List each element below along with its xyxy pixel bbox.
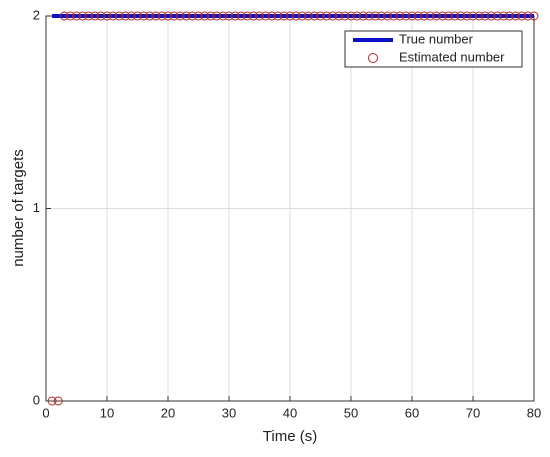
estimate-marker bbox=[218, 11, 228, 21]
estimate-marker bbox=[517, 11, 527, 21]
estimate-marker bbox=[261, 11, 271, 21]
legend-marker bbox=[368, 53, 378, 63]
estimate-marker bbox=[248, 11, 258, 21]
estimate-marker bbox=[364, 11, 374, 21]
estimate-marker bbox=[340, 11, 350, 21]
estimate-marker bbox=[78, 11, 88, 21]
y-axis-label: number of targets bbox=[10, 149, 27, 267]
estimate-marker bbox=[194, 11, 203, 21]
estimate-marker bbox=[126, 11, 136, 21]
estimate-marker bbox=[407, 11, 417, 21]
estimate-marker bbox=[120, 11, 130, 21]
estimate-marker bbox=[230, 11, 240, 21]
estimate-marker bbox=[499, 11, 508, 21]
estimate-marker bbox=[47, 396, 57, 406]
x-tick-label: 30 bbox=[222, 405, 236, 420]
legend-label: Estimated number bbox=[399, 49, 505, 64]
estimate-marker bbox=[279, 11, 289, 21]
x-axis-label: Time (s) bbox=[263, 428, 317, 445]
estimate-marker bbox=[157, 11, 167, 21]
estimate-marker bbox=[90, 11, 100, 21]
estimate-marker bbox=[145, 11, 155, 21]
estimate-marker bbox=[316, 11, 325, 21]
estimate-marker bbox=[480, 11, 490, 21]
estimate-marker bbox=[511, 11, 521, 21]
x-tick-label: 80 bbox=[527, 405, 541, 420]
estimate-marker bbox=[438, 11, 447, 21]
estimate-marker bbox=[224, 11, 234, 21]
estimate-marker bbox=[273, 11, 283, 21]
legend-box bbox=[344, 30, 523, 68]
estimate-marker bbox=[383, 11, 393, 21]
estimate-marker bbox=[413, 11, 423, 21]
estimate-marker bbox=[492, 11, 502, 21]
estimate-marker bbox=[59, 11, 69, 21]
estimate-marker bbox=[96, 11, 106, 21]
estimate-marker bbox=[255, 11, 264, 21]
estimate-marker bbox=[181, 11, 191, 21]
estimate-marker bbox=[352, 11, 362, 21]
estimate-marker bbox=[212, 11, 222, 21]
estimate-marker bbox=[114, 11, 124, 21]
x-tick-label: 0 bbox=[42, 405, 49, 420]
estimate-marker bbox=[346, 11, 356, 21]
x-tick-label: 60 bbox=[405, 405, 419, 420]
estimate-marker bbox=[462, 11, 472, 21]
estimate-marker bbox=[84, 11, 94, 21]
estimate-marker bbox=[358, 11, 368, 21]
estimate-marker bbox=[370, 11, 380, 21]
estimate-marker bbox=[151, 11, 161, 21]
estimate-marker bbox=[334, 11, 344, 21]
estimate-marker bbox=[431, 11, 441, 21]
estimate-marker bbox=[139, 11, 149, 21]
estimate-marker bbox=[486, 11, 496, 21]
estimate-marker bbox=[328, 11, 338, 21]
estimate-marker bbox=[444, 11, 454, 21]
estimate-marker bbox=[242, 11, 252, 21]
estimate-marker bbox=[72, 11, 81, 21]
estimate-marker bbox=[450, 11, 460, 21]
estimate-marker bbox=[133, 11, 142, 21]
estimate-marker bbox=[163, 11, 173, 21]
x-tick-label: 20 bbox=[161, 405, 175, 420]
estimate-marker bbox=[456, 11, 466, 21]
estimate-marker bbox=[65, 11, 75, 21]
y-tick-label: 1 bbox=[33, 200, 40, 215]
estimate-marker bbox=[529, 11, 539, 21]
estimate-marker bbox=[206, 11, 216, 21]
estimate-marker bbox=[505, 11, 515, 21]
estimate-marker bbox=[200, 11, 210, 21]
estimate-marker bbox=[395, 11, 405, 21]
estimate-marker bbox=[303, 11, 313, 21]
estimate-marker bbox=[53, 396, 63, 406]
estimate-marker bbox=[291, 11, 301, 21]
estimate-marker bbox=[285, 11, 295, 21]
estimate-marker bbox=[377, 11, 386, 21]
x-tick-label: 50 bbox=[344, 405, 358, 420]
estimate-marker bbox=[523, 11, 533, 21]
estimate-marker bbox=[419, 11, 429, 21]
estimate-marker bbox=[425, 11, 435, 21]
estimate-marker bbox=[389, 11, 399, 21]
estimate-marker bbox=[474, 11, 484, 21]
estimate-marker bbox=[169, 11, 179, 21]
estimate-marker bbox=[236, 11, 246, 21]
estimate-marker bbox=[309, 11, 319, 21]
estimate-marker bbox=[267, 11, 277, 21]
legend-label: True number bbox=[399, 31, 474, 46]
x-tick-label: 40 bbox=[283, 405, 297, 420]
estimate-marker bbox=[297, 11, 307, 21]
estimate-marker bbox=[468, 11, 478, 21]
estimate-marker bbox=[322, 11, 332, 21]
y-tick-label: 0 bbox=[33, 392, 40, 407]
estimate-marker bbox=[108, 11, 118, 21]
estimate-marker bbox=[102, 11, 112, 21]
y-tick-label: 2 bbox=[33, 7, 40, 22]
estimate-marker bbox=[187, 11, 197, 21]
estimate-marker bbox=[175, 11, 185, 21]
estimate-marker bbox=[401, 11, 411, 21]
x-tick-label: 10 bbox=[100, 405, 114, 420]
x-tick-label: 70 bbox=[466, 405, 480, 420]
